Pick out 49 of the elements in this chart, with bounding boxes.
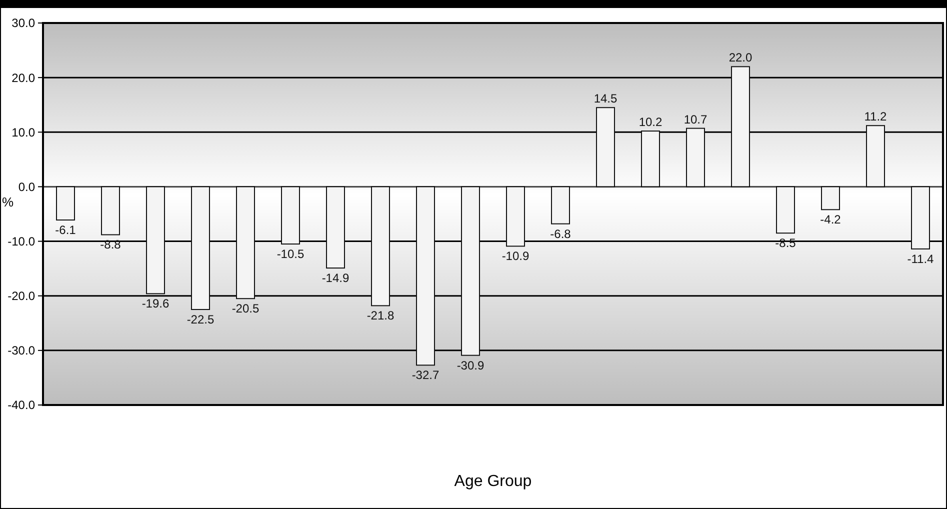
bar — [191, 186, 210, 310]
data-label: 14.5 — [594, 92, 618, 106]
bar — [596, 107, 615, 188]
bar — [281, 186, 300, 245]
data-label: -20.5 — [232, 302, 260, 316]
bar — [776, 186, 795, 234]
data-label: -14.9 — [322, 271, 350, 286]
y-tick-label: -40.0 — [8, 398, 36, 412]
data-label: -30.9 — [456, 358, 484, 372]
bar — [461, 186, 480, 356]
data-label: -19.6 — [142, 296, 170, 311]
y-tick-label: 0.0 — [18, 180, 36, 194]
bar — [506, 186, 525, 247]
data-label: -21.8 — [366, 308, 394, 323]
y-tick-label: 30.0 — [12, 16, 36, 30]
data-label: -4.2 — [820, 212, 842, 227]
data-label: 11.2 — [864, 110, 888, 124]
bar — [731, 66, 750, 188]
data-label: -22.5 — [186, 312, 214, 326]
data-label: -8.8 — [100, 238, 122, 252]
x-axis-title: Age Group — [454, 473, 532, 490]
data-label: 10.2 — [638, 115, 662, 130]
bar — [416, 186, 435, 366]
bar — [101, 186, 120, 236]
data-label: 22.0 — [728, 50, 752, 65]
y-tick-label: 10.0 — [12, 125, 36, 140]
bar — [146, 186, 165, 294]
y-tick-label: -20.0 — [8, 289, 36, 304]
y-tick-label: -10.0 — [8, 234, 36, 248]
bar — [326, 186, 345, 269]
bar — [236, 186, 255, 300]
y-tick-label: -30.0 — [8, 344, 36, 358]
bar — [56, 186, 75, 221]
bar — [371, 186, 390, 306]
bar — [866, 125, 885, 188]
bar — [641, 130, 660, 188]
y-tick-label: 20.0 — [12, 70, 36, 85]
data-label: -10.9 — [502, 249, 530, 264]
y-axis-title: % — [2, 194, 14, 210]
bar — [911, 186, 930, 250]
bar — [686, 128, 705, 188]
data-label: -6.8 — [550, 226, 572, 241]
bar — [821, 186, 840, 210]
data-label: -32.7 — [412, 368, 440, 382]
data-label: -11.4 — [907, 252, 934, 266]
data-label: 10.7 — [684, 112, 708, 126]
data-label: -6.1 — [55, 223, 76, 238]
bar — [551, 186, 570, 224]
data-label: -10.5 — [276, 247, 304, 262]
